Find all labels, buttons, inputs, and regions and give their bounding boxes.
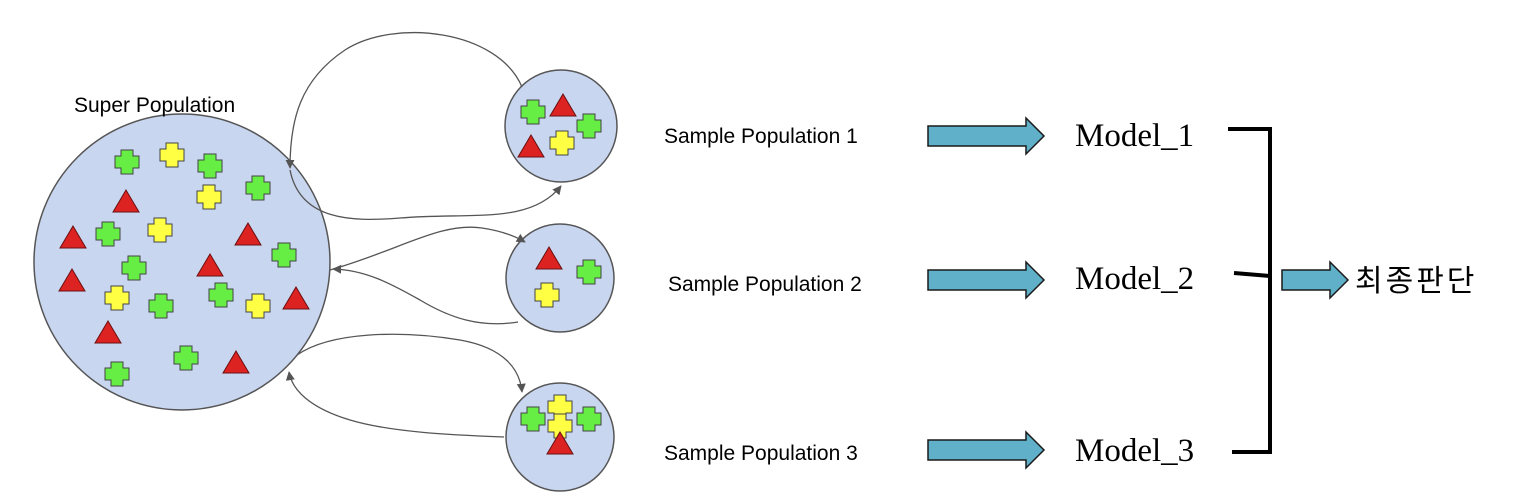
curve-sample3-return <box>285 371 505 438</box>
sample1-triangle-4 <box>517 134 545 158</box>
bracket-frame <box>1228 127 1272 454</box>
final-decision-label: 최종판단 <box>1355 264 1477 299</box>
super-green-cross-1 <box>114 149 140 175</box>
super-yellow-cross-4 <box>196 184 222 210</box>
curve-to-sample2 <box>329 226 526 271</box>
super-yellow-cross-9 <box>147 217 173 243</box>
sample1-triangle-2 <box>549 93 577 117</box>
super-triangle-14 <box>58 268 86 292</box>
sample-label-3: Sample Population 3 <box>664 442 858 465</box>
arrow-to-model-2 <box>927 260 1046 300</box>
super-yellow-cross-15 <box>104 285 130 311</box>
sample-circle-2 <box>505 223 615 333</box>
sample-population-items <box>517 93 602 455</box>
sample3-green-cross-4 <box>576 406 602 432</box>
sample1-yellow-cross-5 <box>549 130 575 156</box>
super-triangle-13 <box>196 253 224 277</box>
curve-to-sample3 <box>296 333 526 393</box>
sample-label-2: Sample Population 2 <box>668 273 862 296</box>
model-label-1: Model_1 <box>1075 118 1194 154</box>
super-green-cross-3 <box>197 153 223 179</box>
super-yellow-cross-2 <box>159 142 185 168</box>
sample2-triangle-1 <box>535 246 563 270</box>
super-triangle-22 <box>222 350 250 374</box>
sampling-curves <box>285 32 562 438</box>
super-triangle-6 <box>112 189 140 213</box>
sample-label-1: Sample Population 1 <box>664 125 858 148</box>
super-triangle-7 <box>59 225 87 249</box>
sample2-green-cross-2 <box>576 259 602 285</box>
curve-sample2-return <box>332 264 519 325</box>
sample1-green-cross-1 <box>520 99 546 125</box>
sample3-green-cross-1 <box>520 406 546 432</box>
super-triangle-19 <box>282 286 310 310</box>
super-green-cross-11 <box>271 242 297 268</box>
super-green-cross-17 <box>208 282 234 308</box>
model-label-3: Model_3 <box>1075 433 1194 469</box>
super-triangle-10 <box>234 222 262 246</box>
super-green-cross-21 <box>173 345 199 371</box>
curve-sample1-return <box>285 32 523 169</box>
sample2-yellow-cross-3 <box>534 282 560 308</box>
super-yellow-cross-18 <box>245 293 271 319</box>
bracket-middle-tick <box>1233 271 1271 278</box>
arrow-to-final <box>1281 260 1350 300</box>
arrow-to-model-1 <box>927 116 1046 156</box>
super-green-cross-8 <box>95 221 121 247</box>
super-population-items <box>58 142 310 387</box>
sample1-green-cross-3 <box>576 113 602 139</box>
super-green-cross-16 <box>148 293 174 319</box>
sample3-triangle-5 <box>546 431 574 455</box>
arrow-to-model-3 <box>927 430 1046 470</box>
aggregation-bracket <box>1228 127 1272 454</box>
model-label-2: Model_2 <box>1075 261 1194 297</box>
curve-to-sample1 <box>289 169 562 220</box>
super-population-label: Super Population <box>74 94 235 117</box>
sample3-yellow-cross-3 <box>547 413 573 439</box>
super-green-cross-5 <box>245 175 271 201</box>
super-triangle-20 <box>94 320 122 344</box>
super-green-cross-12 <box>121 255 147 281</box>
super-green-cross-23 <box>104 361 130 387</box>
